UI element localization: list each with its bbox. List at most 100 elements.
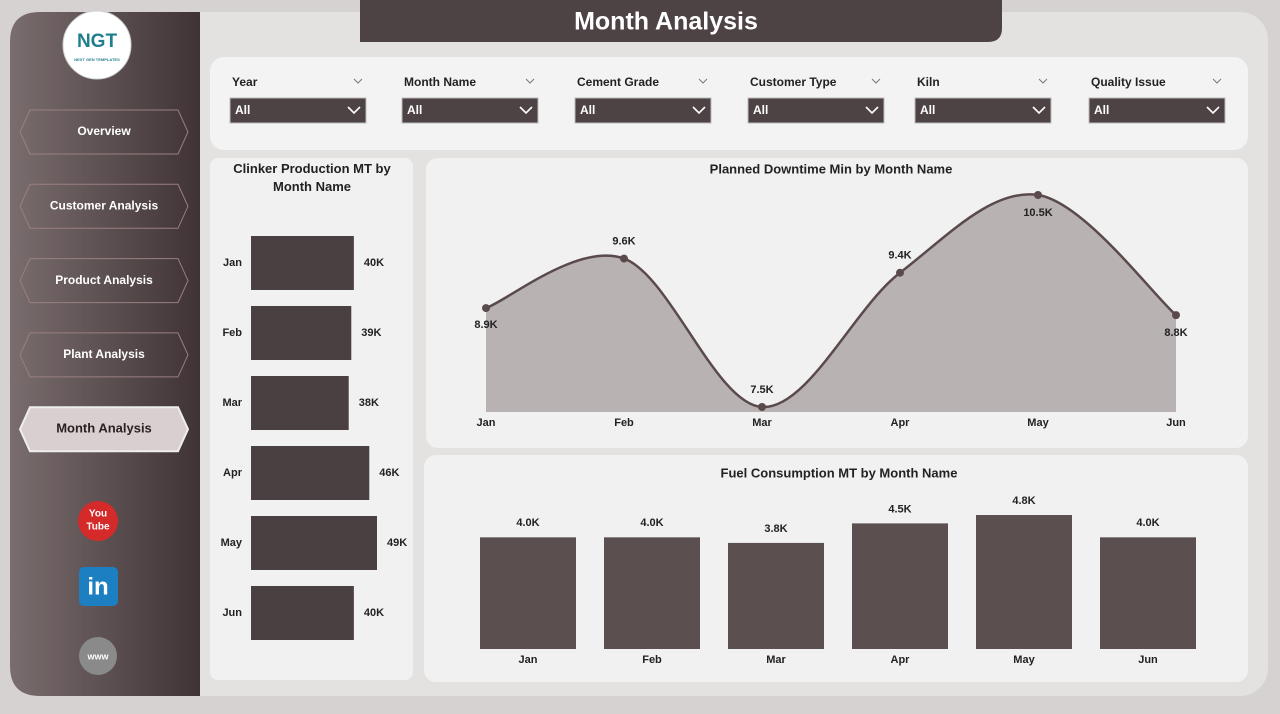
- filter-label: Customer Type: [750, 75, 837, 89]
- dropdown[interactable]: [914, 97, 1052, 124]
- point: [620, 254, 628, 263]
- dropdown-value[interactable]: All: [235, 103, 250, 117]
- dropdown[interactable]: [1088, 97, 1226, 124]
- chart-title: Clinker Production MT by Month Name: [233, 161, 391, 194]
- point: [1034, 191, 1042, 199]
- point: [896, 268, 904, 277]
- chart-title: Fuel Consumption MT by Month Name: [721, 465, 958, 480]
- chevron: [525, 78, 535, 84]
- data-label: 40K: [364, 607, 384, 619]
- bar: [251, 306, 352, 360]
- dropdown-value[interactable]: All: [920, 103, 935, 117]
- data-label: 4.0K: [516, 517, 539, 529]
- x-tick-label: Feb: [642, 654, 662, 666]
- linkedin-icon[interactable]: [79, 567, 118, 606]
- x-tick-label: Apr: [891, 417, 911, 429]
- bar: [251, 376, 349, 430]
- chevron: [1206, 106, 1220, 115]
- nav-label[interactable]: Plant Analysis: [63, 347, 145, 361]
- bar: [1100, 537, 1196, 649]
- area-fill: [486, 194, 1176, 412]
- youtube-icon[interactable]: [78, 501, 118, 541]
- x-tick-label: Apr: [891, 654, 911, 666]
- bar: [604, 537, 700, 649]
- dropdown[interactable]: [747, 97, 885, 124]
- chevron: [519, 106, 533, 115]
- data-label: 39K: [361, 327, 381, 339]
- logo-subtitle: NEXT GEN TEMPLATES: [74, 57, 120, 62]
- filter-label: Year: [232, 75, 258, 89]
- y-tick-label: Apr: [223, 467, 243, 479]
- logo-text: NGT: [77, 31, 118, 52]
- y-tick-label: Jan: [223, 257, 242, 269]
- filter-label: Cement Grade: [577, 75, 659, 89]
- filter-label: Month Name: [404, 75, 476, 89]
- data-label: 10.5K: [1023, 207, 1052, 219]
- data-label: 3.8K: [764, 523, 787, 535]
- x-tick-label: May: [1013, 654, 1035, 666]
- data-label: 8.8K: [1164, 327, 1187, 339]
- nav-button[interactable]: [18, 406, 190, 453]
- dropdown[interactable]: [401, 97, 539, 124]
- dropdown-value[interactable]: All: [1094, 103, 1109, 117]
- nav-button[interactable]: [19, 332, 189, 378]
- dropdown-value[interactable]: All: [580, 103, 595, 117]
- dropdown[interactable]: [229, 97, 367, 124]
- header-tab: [360, 0, 1002, 42]
- nav-button[interactable]: [19, 109, 189, 155]
- nav-label[interactable]: Overview: [77, 124, 131, 138]
- data-label: 7.5K: [750, 384, 773, 396]
- data-label: 38K: [359, 397, 379, 409]
- dropdown[interactable]: [574, 97, 712, 124]
- chevron: [1038, 78, 1048, 84]
- nav-label[interactable]: Customer Analysis: [50, 198, 159, 212]
- icon-text: Tube: [86, 522, 110, 533]
- x-tick-label: Jun: [1138, 654, 1158, 666]
- icon-text: You: [89, 509, 107, 520]
- data-label: 8.9K: [474, 319, 497, 331]
- data-label: 4.0K: [640, 517, 663, 529]
- nav-button[interactable]: [19, 258, 189, 304]
- sidebar: [10, 12, 200, 696]
- page-title: Month Analysis: [574, 8, 758, 36]
- data-label: 46K: [379, 467, 399, 479]
- data-label: 49K: [387, 537, 407, 549]
- bar: [728, 542, 824, 649]
- x-tick-label: May: [1027, 417, 1049, 429]
- x-tick-label: Jan: [477, 417, 496, 429]
- point: [1172, 311, 1180, 320]
- web-icon[interactable]: [79, 637, 117, 675]
- nav-button[interactable]: [19, 183, 189, 229]
- chart-title: Planned Downtime Min by Month Name: [710, 161, 953, 176]
- icon-text: in: [87, 573, 108, 600]
- chevron: [353, 78, 363, 84]
- chevron: [1032, 106, 1046, 115]
- filter-label: Kiln: [917, 75, 940, 89]
- y-tick-label: Feb: [222, 327, 242, 339]
- x-tick-label: Mar: [752, 417, 772, 429]
- x-tick-label: Jun: [1166, 417, 1186, 429]
- bar: [480, 537, 576, 649]
- chevron: [692, 106, 706, 115]
- nav-label[interactable]: Product Analysis: [55, 273, 153, 287]
- data-label: 4.5K: [888, 503, 911, 515]
- bar: [976, 515, 1072, 649]
- icon-text: www: [86, 651, 109, 661]
- y-tick-label: Mar: [222, 397, 242, 409]
- data-label: 9.6K: [612, 236, 635, 248]
- x-tick-label: Mar: [766, 654, 786, 666]
- x-tick-label: Jan: [519, 654, 538, 666]
- dropdown-value[interactable]: All: [407, 103, 422, 117]
- y-tick-label: May: [221, 537, 243, 549]
- chevron: [865, 106, 879, 115]
- nav-label[interactable]: Month Analysis: [56, 421, 152, 436]
- bar: [251, 586, 354, 640]
- data-label: 4.8K: [1012, 495, 1035, 507]
- dropdown-value[interactable]: All: [753, 103, 768, 117]
- point: [758, 403, 766, 411]
- filter-label: Quality Issue: [1091, 75, 1166, 89]
- x-tick-label: Feb: [614, 417, 634, 429]
- chevron: [1212, 78, 1222, 84]
- bar: [251, 446, 370, 500]
